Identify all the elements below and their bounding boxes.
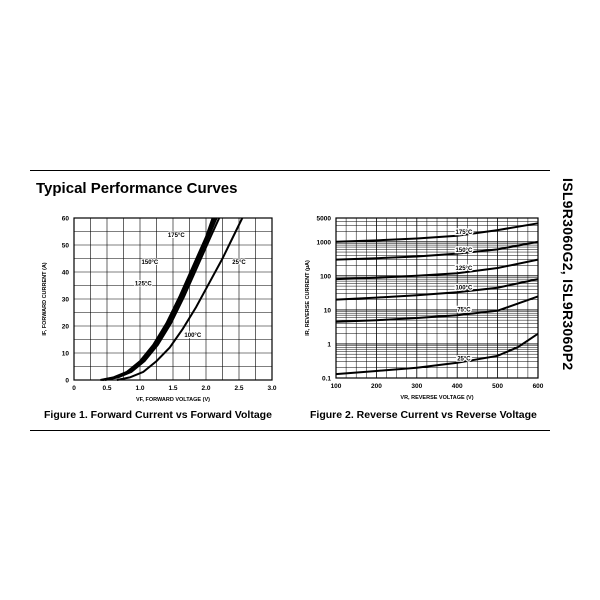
chart1-x-tick-label: 1.0 bbox=[135, 385, 144, 392]
chart2-series-line bbox=[335, 295, 539, 323]
chart2-series-line bbox=[335, 222, 539, 243]
chart1-x-tick-label: 0 bbox=[72, 385, 76, 392]
chart1-curve-label: 150°C bbox=[142, 260, 159, 266]
chart1-curve-label: 25°C bbox=[232, 260, 246, 266]
chart2-curve-label: 150°C bbox=[456, 248, 473, 254]
chart1-frame bbox=[73, 217, 273, 381]
chart2-y-tick-label: 1 bbox=[327, 341, 331, 348]
chart2-y-tick-label: 0.1 bbox=[322, 376, 331, 383]
figure-2-caption: Figure 2. Reverse Current vs Reverse Vol… bbox=[310, 409, 537, 421]
chart2-y-tick-label: 100 bbox=[320, 273, 331, 280]
chart1-y-tick-label: 30 bbox=[62, 297, 70, 304]
chart2-x-axis-label: VR, REVERSE VOLTAGE (V) bbox=[400, 395, 473, 401]
chart1-y-tick-label: 60 bbox=[62, 216, 70, 223]
chart1-y-tick-label: 20 bbox=[62, 324, 70, 331]
chart2-series-line bbox=[335, 240, 539, 261]
chart2-series-line bbox=[335, 332, 539, 376]
chart2-x-tick-label: 400 bbox=[452, 383, 463, 390]
chart1-x-tick-label: 2.5 bbox=[234, 385, 243, 392]
figure-1-caption: Figure 1. Forward Current vs Forward Vol… bbox=[44, 409, 272, 421]
chart1-x-tick-label: 3.0 bbox=[267, 385, 276, 392]
chart1-series-line bbox=[116, 217, 244, 381]
chart1-y-axis-label: IF, FORWARD CURRENT (A) bbox=[42, 262, 48, 335]
chart2-series-line bbox=[335, 278, 539, 301]
chart2-curve-label: 25°C bbox=[457, 356, 471, 362]
chart1-y-tick-label: 40 bbox=[62, 270, 70, 277]
chart2-frame bbox=[335, 217, 539, 379]
chart1-x-tick-label: 1.5 bbox=[168, 385, 177, 392]
chart2-y-tick-label: 1000 bbox=[317, 239, 332, 246]
chart2-y-tick-label: 10 bbox=[324, 307, 332, 314]
chart2-x-tick-label: 300 bbox=[411, 383, 422, 390]
chart2-y-axis-label: IR, REVERSE CURRENT (µA) bbox=[305, 260, 311, 336]
chart1-y-tick-label: 50 bbox=[62, 243, 70, 250]
chart2-plot bbox=[335, 217, 539, 379]
chart2-x-tick-label: 100 bbox=[331, 383, 342, 390]
chart2-curve-label: 175°C bbox=[456, 230, 473, 236]
chart2-series-line bbox=[335, 258, 539, 281]
chart1-x-tick-label: 0.5 bbox=[102, 385, 111, 392]
top-rule bbox=[30, 170, 550, 171]
chart2-x-tick-label: 200 bbox=[371, 383, 382, 390]
section-title: Typical Performance Curves bbox=[36, 180, 238, 197]
bottom-rule bbox=[30, 430, 550, 431]
chart2-x-tick-label: 600 bbox=[533, 383, 544, 390]
chart1-plot bbox=[73, 217, 273, 381]
chart2-y-tick-label: 5000 bbox=[317, 216, 332, 223]
chart1-curve-label: 125°C bbox=[135, 282, 152, 288]
chart1-y-tick-label: 10 bbox=[62, 351, 70, 358]
chart1-y-tick-label: 0 bbox=[65, 378, 69, 385]
chart1-curve-label: 175°C bbox=[168, 233, 185, 239]
chart1-x-tick-label: 2.0 bbox=[201, 385, 210, 392]
chart2-curve-label: 75°C bbox=[457, 307, 471, 313]
chart2-x-tick-label: 500 bbox=[492, 383, 503, 390]
chart2-curve-label: 125°C bbox=[456, 266, 473, 272]
chart1-x-axis-label: VF, FORWARD VOLTAGE (V) bbox=[136, 397, 210, 403]
chart2-curve-label: 100°C bbox=[456, 285, 473, 291]
chart1-curve-label: 100°C bbox=[184, 333, 201, 339]
chart1-series-line bbox=[104, 217, 221, 381]
